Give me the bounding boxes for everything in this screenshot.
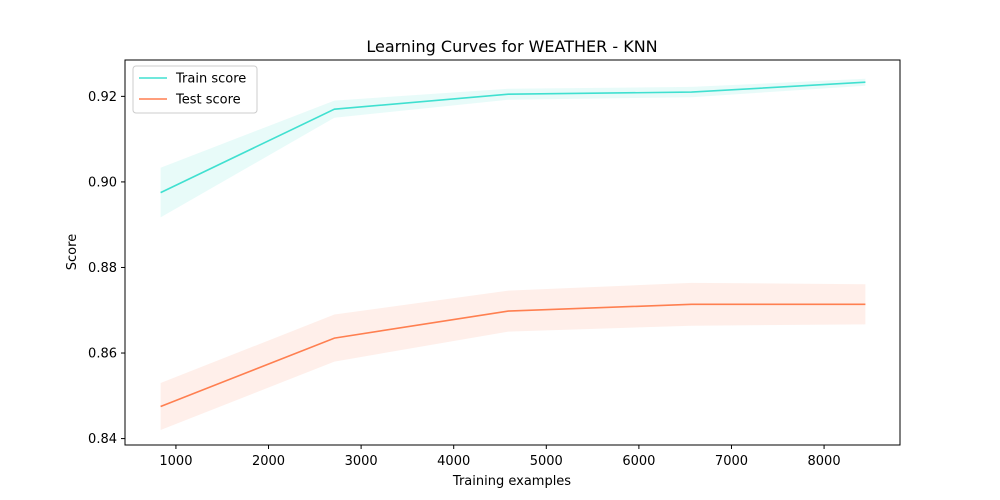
x-tick-label: 1000 xyxy=(159,454,192,469)
x-tick-label: 6000 xyxy=(622,454,655,469)
x-tick-label: 5000 xyxy=(530,454,563,469)
plot-area-frame xyxy=(124,59,901,446)
x-axis-title: Training examples xyxy=(452,474,571,489)
y-axis-title: Score xyxy=(65,234,80,270)
legend: Train score Test score xyxy=(132,65,258,114)
y-tick-label: 0.90 xyxy=(88,175,117,190)
std-band-1 xyxy=(160,282,866,430)
y-tick-label: 0.88 xyxy=(88,261,117,276)
std-bands xyxy=(160,78,866,430)
series-lines xyxy=(160,81,866,408)
x-axis-ticks: 1000 2000 3000 4000 5000 6000 7000 8000 xyxy=(159,445,841,469)
series-line-1 xyxy=(160,303,866,408)
legend-label: Train score xyxy=(175,72,246,87)
chart-title: Learning Curves for WEATHER - KNN xyxy=(366,37,657,56)
x-tick-label: 4000 xyxy=(437,454,470,469)
y-tick-label: 0.84 xyxy=(88,432,117,447)
x-tick-label: 3000 xyxy=(345,454,378,469)
series-line-0 xyxy=(160,81,866,194)
x-tick-label: 2000 xyxy=(252,454,285,469)
y-tick-label: 0.86 xyxy=(88,347,117,362)
x-tick-label: 8000 xyxy=(808,454,841,469)
y-tick-label: 0.92 xyxy=(88,90,117,105)
legend-label: Test score xyxy=(175,93,241,108)
std-band-0 xyxy=(160,78,866,218)
x-tick-label: 7000 xyxy=(715,454,748,469)
y-axis-ticks: 0.84 0.86 0.88 0.90 0.92 xyxy=(88,90,125,447)
